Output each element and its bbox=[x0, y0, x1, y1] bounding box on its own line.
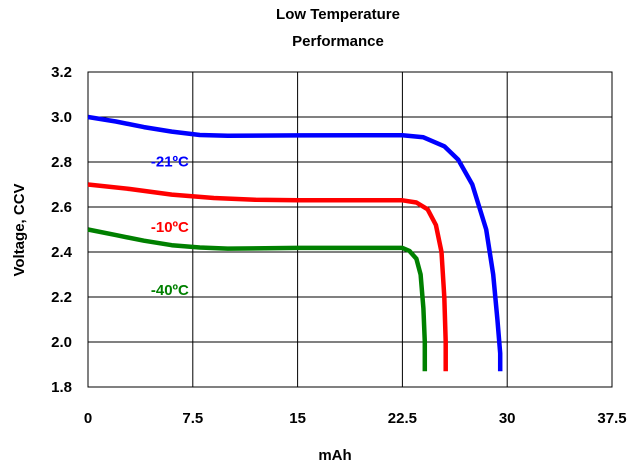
x-tick-label: 15 bbox=[289, 410, 306, 427]
chart-title-line-2: Performance bbox=[292, 33, 384, 50]
series-label-2: -40ºC bbox=[151, 282, 189, 299]
y-tick-label: 2.8 bbox=[51, 154, 72, 171]
y-tick-label: 2.2 bbox=[51, 289, 72, 306]
chart-title-line-1: Low Temperature bbox=[276, 6, 400, 23]
y-tick-label: 2.4 bbox=[51, 244, 73, 261]
y-tick-label: 2.0 bbox=[51, 334, 72, 351]
y-tick-label: 2.6 bbox=[51, 199, 72, 216]
x-tick-label: 22.5 bbox=[388, 410, 417, 427]
x-tick-label: 0 bbox=[84, 410, 92, 427]
series-labels: -21ºC -10ºC -40ºC bbox=[151, 154, 189, 299]
series-line-1 bbox=[87, 182, 448, 372]
series-label-0: -21ºC bbox=[151, 154, 189, 171]
x-axis-ticks: 0 7.5 15 22.5 30 37.5 bbox=[84, 410, 627, 427]
x-axis-label: mAh bbox=[318, 447, 351, 464]
x-tick-label: 7.5 bbox=[182, 410, 203, 427]
y-tick-label: 3.0 bbox=[51, 109, 72, 126]
series-lines bbox=[87, 114, 503, 372]
series-line-0 bbox=[87, 114, 503, 372]
x-tick-label: 30 bbox=[499, 410, 516, 427]
y-axis-label: Voltage, CCV bbox=[11, 183, 28, 276]
series-line-2 bbox=[87, 227, 428, 372]
y-tick-label: 1.8 bbox=[51, 379, 72, 396]
x-tick-label: 37.5 bbox=[597, 410, 626, 427]
y-axis-ticks: 1.8 2.0 2.2 2.4 2.6 2.8 3.0 3.2 bbox=[51, 64, 73, 396]
y-tick-label: 3.2 bbox=[51, 64, 72, 81]
series-label-1: -10ºC bbox=[151, 219, 189, 236]
